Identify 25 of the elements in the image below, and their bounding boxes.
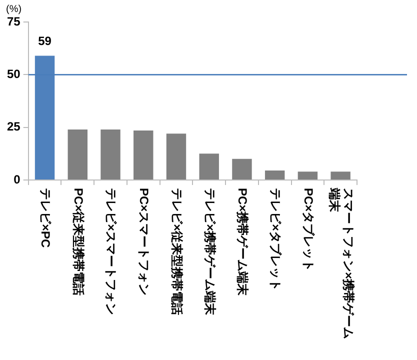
bar [298,172,318,180]
x-tick-label: テレビ×従来型携帯電話 [170,188,184,316]
y-tick-label: 50 [6,66,21,81]
y-tick-label: 25 [6,120,21,134]
bar [68,129,88,180]
bar [330,172,350,180]
x-tick-label: PC×従来型携帯電話 [71,188,86,296]
x-tick-label: スマートフォン×携帯ゲーム端末 [327,187,356,340]
x-tick-label: テレビ×携帯ゲーム端末 [202,188,217,316]
x-tick-label: PC×携帯ゲーム端末 [236,188,250,297]
bar [166,134,186,180]
bar [134,130,154,180]
y-axis-title: (%) [6,4,22,15]
bar [264,170,285,180]
data-label: 59 [38,34,52,48]
x-tick-label: テレビ×スマートフォン [104,188,118,316]
x-tick-label: テレビ×タブレット [268,188,283,292]
x-tick-label: PC×スマートフォン [137,188,152,296]
y-tick-label: 0 [14,172,21,186]
bar [199,154,219,180]
x-tick-label: テレビ×PC [38,188,52,248]
x-tick-label: PC×タブレット [301,188,316,272]
y-tick-label: 75 [6,14,21,28]
bar [232,158,252,180]
bar [100,129,120,180]
